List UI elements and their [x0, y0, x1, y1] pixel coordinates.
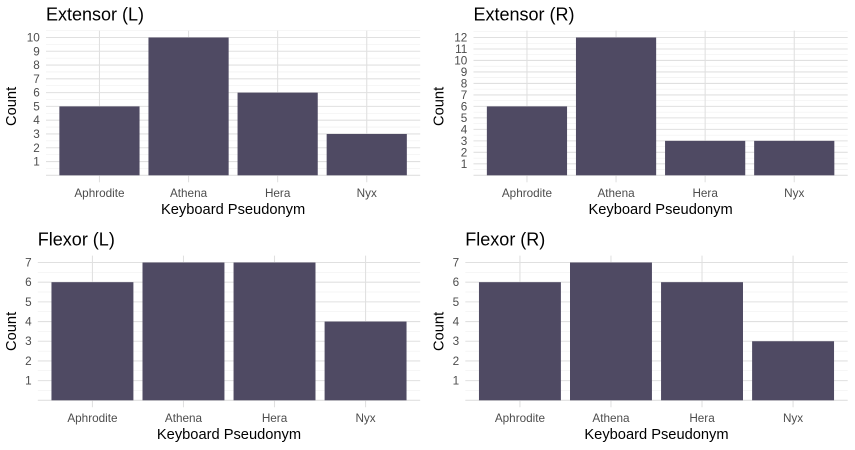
svg-text:4: 4 [33, 114, 40, 127]
svg-text:Hera: Hera [689, 412, 715, 425]
svg-text:Athena: Athena [592, 412, 630, 425]
svg-text:Keyboard Pseudonym: Keyboard Pseudonym [588, 202, 732, 218]
svg-text:Aphrodite: Aphrodite [495, 412, 545, 425]
svg-text:Athena: Athena [597, 187, 635, 200]
svg-text:Count: Count [4, 87, 20, 126]
svg-text:5: 5 [25, 296, 32, 309]
svg-text:2: 2 [461, 146, 468, 159]
svg-text:Nyx: Nyx [783, 412, 803, 425]
svg-text:1: 1 [461, 158, 468, 171]
svg-text:4: 4 [25, 316, 32, 329]
svg-text:5: 5 [461, 112, 468, 125]
svg-text:7: 7 [453, 256, 460, 269]
svg-text:Nyx: Nyx [355, 412, 375, 425]
svg-text:9: 9 [33, 45, 40, 58]
svg-text:2: 2 [25, 355, 32, 368]
svg-text:6: 6 [33, 87, 40, 100]
svg-text:12: 12 [454, 31, 467, 44]
svg-text:10: 10 [27, 31, 41, 44]
svg-text:8: 8 [461, 77, 468, 90]
svg-text:Extensor (L): Extensor (L) [46, 4, 144, 24]
svg-text:3: 3 [461, 135, 468, 148]
svg-text:Aphrodite: Aphrodite [74, 187, 124, 200]
svg-text:Extensor (R): Extensor (R) [474, 4, 575, 24]
svg-text:Count: Count [4, 312, 20, 351]
svg-text:3: 3 [33, 128, 40, 141]
svg-text:Hera: Hera [265, 187, 291, 200]
svg-text:Keyboard Pseudonym: Keyboard Pseudonym [584, 427, 728, 443]
svg-text:Aphrodite: Aphrodite [67, 412, 117, 425]
svg-text:Aphrodite: Aphrodite [502, 187, 552, 200]
svg-text:7: 7 [25, 256, 32, 269]
svg-text:Athena: Athena [170, 187, 208, 200]
svg-text:1: 1 [33, 156, 40, 169]
svg-text:3: 3 [25, 335, 32, 348]
svg-text:10: 10 [454, 54, 468, 67]
svg-text:Hera: Hera [262, 412, 288, 425]
svg-text:Keyboard Pseudonym: Keyboard Pseudonym [157, 427, 301, 443]
svg-text:Keyboard Pseudonym: Keyboard Pseudonym [161, 202, 305, 218]
svg-text:1: 1 [25, 375, 32, 388]
svg-text:Athena: Athena [165, 412, 203, 425]
svg-text:Count: Count [432, 87, 448, 126]
svg-text:5: 5 [33, 100, 40, 113]
svg-text:3: 3 [453, 335, 460, 348]
svg-text:6: 6 [25, 276, 32, 289]
svg-text:2: 2 [453, 355, 460, 368]
svg-text:Flexor (L): Flexor (L) [38, 229, 115, 249]
svg-text:1: 1 [453, 375, 460, 388]
svg-text:2: 2 [33, 142, 40, 155]
svg-text:Hera: Hera [692, 187, 718, 200]
svg-text:11: 11 [455, 43, 467, 56]
svg-text:Nyx: Nyx [784, 187, 804, 200]
svg-text:Nyx: Nyx [357, 187, 377, 200]
svg-text:8: 8 [33, 59, 40, 72]
svg-text:7: 7 [33, 73, 40, 86]
svg-text:4: 4 [461, 123, 468, 136]
svg-text:7: 7 [461, 89, 468, 102]
svg-text:5: 5 [453, 296, 460, 309]
svg-text:Flexor (R): Flexor (R) [465, 229, 545, 249]
svg-text:4: 4 [453, 316, 460, 329]
svg-text:9: 9 [461, 66, 468, 79]
svg-text:Count: Count [432, 312, 448, 351]
svg-text:6: 6 [461, 100, 468, 113]
svg-text:6: 6 [453, 276, 460, 289]
